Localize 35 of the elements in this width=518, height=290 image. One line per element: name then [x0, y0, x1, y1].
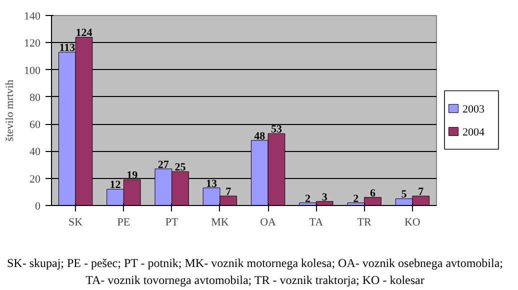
text: SK- skupaj; PE - pešec; PT - potnik; MK- voznik motornega kolesa; OA- voznik osebnega avtomobila; TA- voznik tovornega avtomobila; TR - voznik traktorja; KO - kolesar — [6, 255, 504, 290]
x-tick-label: TA — [309, 216, 324, 228]
data-label: 7 — [226, 186, 232, 198]
x-tick-label: OA — [260, 216, 276, 228]
data-label: 53 — [270, 124, 282, 136]
legend-label: 2003 — [462, 104, 485, 116]
y-tick-label: 20 — [30, 173, 41, 186]
data-label: 48 — [254, 130, 266, 142]
y-axis-title: število mrtvih — [4, 79, 16, 142]
x-tick-label: PE — [117, 216, 130, 228]
y-tick-label: 100 — [24, 64, 41, 77]
data-label: 13 — [206, 178, 218, 190]
y-tick-label: 140 — [24, 10, 41, 22]
data-label: 5 — [401, 188, 408, 201]
data-label: 7 — [418, 186, 424, 198]
x-tick-label: TR — [357, 216, 372, 228]
legend-label: 2004 — [462, 126, 485, 138]
data-label: 124 — [76, 27, 93, 40]
data-label: 3 — [322, 191, 328, 204]
x-tick-label: SK — [68, 216, 83, 228]
x-tick-label: KO — [404, 216, 420, 228]
data-label: 27 — [158, 158, 170, 171]
data-label: 2 — [305, 192, 312, 205]
y-tick-label: 60 — [30, 119, 41, 132]
y-tick-label: 0 — [35, 200, 41, 212]
x-tick-label: MK — [211, 216, 229, 228]
y-tick-label: 120 — [24, 38, 41, 50]
data-label: 6 — [370, 187, 376, 200]
data-label: 2 — [353, 192, 360, 205]
data-label: 12 — [110, 179, 122, 192]
y-tick-label: 80 — [30, 92, 41, 104]
data-label: 113 — [59, 42, 76, 54]
x-tick-label: PT — [165, 216, 179, 228]
data-label: 25 — [174, 162, 186, 174]
y-tick-label: 40 — [30, 146, 41, 158]
